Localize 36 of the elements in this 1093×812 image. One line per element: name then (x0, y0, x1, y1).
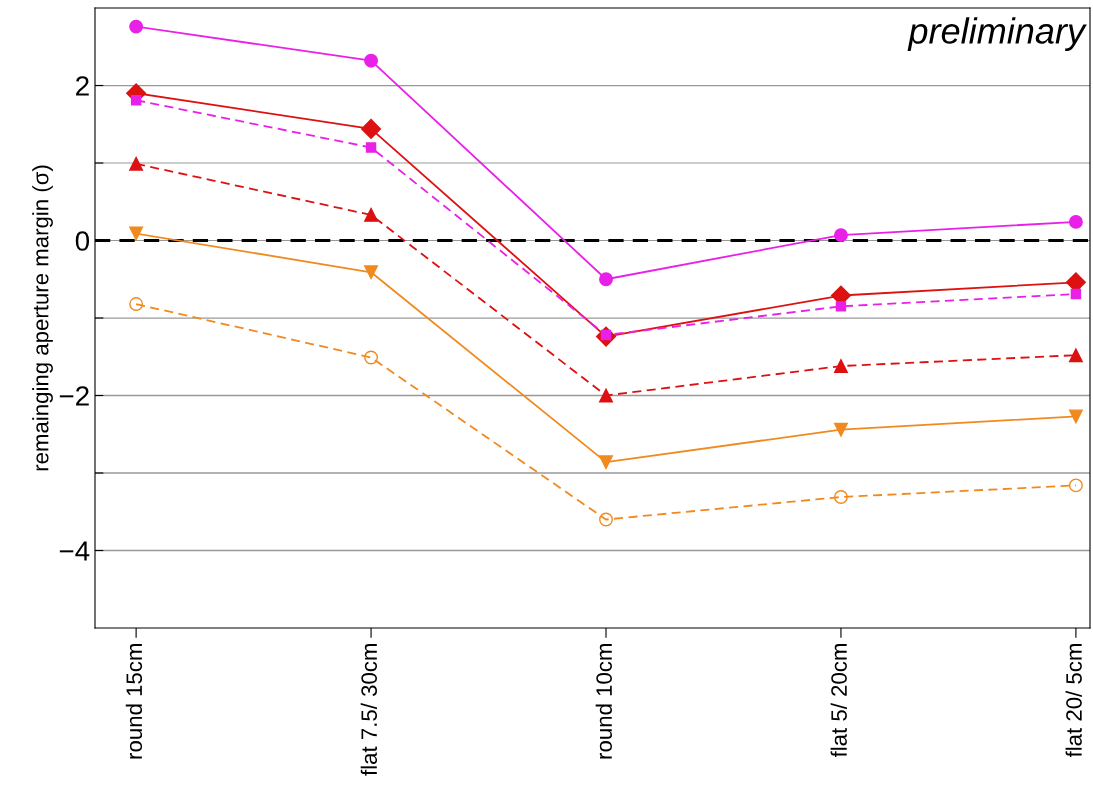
point (365, 142, 377, 153)
point (130, 95, 142, 106)
point (1068, 478, 1083, 493)
point (1068, 214, 1083, 229)
y-tick-label: −4 (59, 541, 90, 561)
x-tick-label: round 15cm (125, 644, 143, 759)
x-tick-label: flat 20/ 5cm (1065, 644, 1082, 758)
point (364, 53, 379, 68)
point (364, 265, 379, 280)
point (129, 19, 144, 34)
y-axis-title: remainging aperture margin (σ) (32, 165, 53, 471)
x-tick-label: flat 7.5/ 30cm (360, 644, 378, 776)
point (835, 301, 847, 312)
point (129, 297, 144, 311)
point (599, 512, 613, 527)
x-tick-label: flat 5/ 20cm (830, 644, 847, 758)
point (599, 272, 613, 287)
annotation: preliminary (907, 17, 1087, 51)
point (834, 490, 848, 504)
point (834, 228, 848, 243)
point (599, 455, 613, 470)
point (599, 388, 613, 403)
point (364, 350, 379, 365)
point (129, 226, 144, 241)
y-tick-label: 2 (76, 76, 89, 96)
point (361, 118, 382, 139)
point (834, 422, 848, 437)
point (1068, 348, 1083, 363)
point (364, 207, 379, 222)
y-tick-label: −2 (59, 386, 89, 406)
y-tick-label: 0 (75, 231, 90, 251)
x-tick-label: round 10cm (595, 644, 612, 759)
point (129, 156, 144, 171)
point (1070, 288, 1082, 300)
point (1068, 409, 1083, 424)
point (834, 359, 848, 373)
